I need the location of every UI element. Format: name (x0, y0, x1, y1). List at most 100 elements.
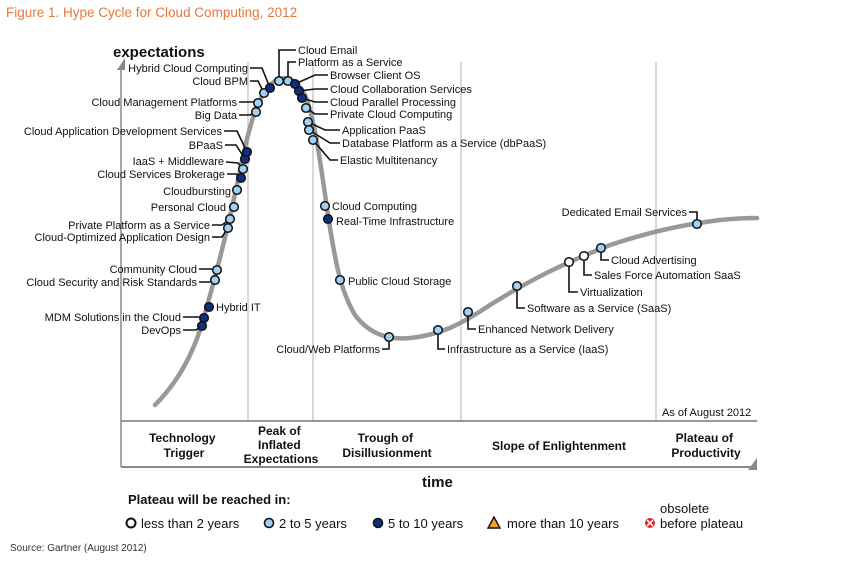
technology-marker-2to5-icon (432, 324, 444, 336)
technology-label: Community Cloud (110, 264, 197, 276)
legend-marker-dark-blue-circle-icon (372, 517, 384, 529)
technology-label: Infrastructure as a Service (IaaS) (447, 344, 608, 356)
technology-item: Cloud-Optimized Application Design (35, 222, 234, 244)
technology-marker-2to5-icon (691, 218, 703, 230)
technology-marker-2to5-icon (462, 306, 474, 318)
technology-label: Private Platform as a Service (68, 220, 210, 232)
technology-label: Big Data (195, 110, 238, 122)
technology-label: Application PaaS (342, 125, 426, 137)
technology-item: Private Cloud Computing (300, 102, 452, 121)
technology-label: Cloud Application Development Services (24, 126, 223, 138)
technology-label: Cloud BPM (192, 76, 248, 88)
source-note: Source: Gartner (August 2012) (10, 543, 147, 554)
phase-label-trough: Trough of Disillusionment (342, 431, 431, 460)
technology-marker-5to10-icon (322, 213, 334, 225)
technology-item: Real-Time Infrastructure (322, 213, 454, 228)
technology-label: DevOps (141, 325, 181, 337)
technology-marker-5to10-icon (235, 172, 247, 184)
leader-line (225, 144, 246, 160)
technology-item: Cloud BPM (192, 76, 270, 99)
legend-title: Plateau will be reached in: (128, 492, 291, 507)
technology-marker-2to5-icon (222, 222, 234, 234)
technology-marker-2to5-icon (228, 201, 240, 213)
technology-label: Sales Force Automation SaaS (594, 270, 741, 282)
technology-item: Hybrid IT (203, 301, 261, 314)
legend: Plateau will be reached in: less than 2 … (125, 492, 743, 531)
legend-label: less than 2 years (141, 516, 240, 531)
technology-item: Cloud Parallel Processing (296, 92, 456, 109)
technology-marker-5to10-icon (241, 146, 253, 158)
technology-item: Sales Force Automation SaaS (578, 250, 741, 282)
technology-label: IaaS + Middleware (133, 156, 224, 168)
technology-label: Real-Time Infrastructure (336, 216, 454, 228)
technology-item: DevOps (141, 320, 208, 337)
technology-marker-2to5-icon (250, 106, 262, 118)
leader-line (516, 286, 525, 309)
legend-label: 2 to 5 years (279, 516, 347, 531)
technology-marker-5to10-icon (203, 301, 215, 313)
leader-line (224, 130, 248, 153)
technology-label: Private Cloud Computing (330, 109, 452, 121)
technology-label: Cloud Parallel Processing (330, 97, 456, 109)
expectations-axis-arrowhead (117, 58, 125, 70)
technology-marker-2to5-icon (511, 280, 523, 292)
technology-item: Cloud Computing (319, 200, 417, 213)
leader-line (298, 88, 328, 92)
leader-line (437, 330, 445, 350)
technology-item: Cloudbursting (163, 184, 243, 198)
technology-label: Cloud Security and Risk Standards (26, 277, 197, 289)
technology-item: Dedicated Email Services (562, 207, 703, 230)
technology-item: Cloud Management Platforms (91, 97, 264, 109)
x-axis-title: time (422, 474, 453, 491)
technology-marker-2to5-icon (383, 331, 395, 343)
as-of-date: As of August 2012 (662, 407, 751, 419)
legend-marker-obsolete-icon (645, 518, 655, 528)
technology-item: Cloud Application Development Services (24, 126, 253, 158)
legend-item-2to5: 2 to 5 years (263, 516, 347, 531)
technology-item: Big Data (195, 106, 262, 122)
technology-item: Database Platform as a Service (dbPaaS) (303, 124, 546, 150)
technology-marker-2to5-icon (211, 264, 223, 276)
technology-label: Enhanced Network Delivery (478, 324, 614, 336)
technology-marker-2to5-icon (231, 184, 243, 196)
phase-label-slope: Slope of Enlightenment (492, 439, 626, 453)
phase-labels: Technology Trigger Peak of Inflated Expe… (149, 424, 741, 466)
legend-label: more than 10 years (507, 516, 620, 531)
technology-label: MDM Solutions in the Cloud (45, 312, 181, 324)
legend-item-lt2: less than 2 years (125, 516, 240, 531)
technology-label: Virtualization (580, 287, 643, 299)
technology-marker-2to5-icon (237, 163, 249, 175)
technology-label: Personal Cloud (151, 202, 226, 214)
technology-item: MDM Solutions in the Cloud (45, 312, 210, 324)
technology-marker-2to5-icon (252, 97, 264, 109)
technology-label: Dedicated Email Services (562, 207, 688, 219)
technology-label: Cloud Management Platforms (91, 97, 237, 109)
technology-item: Cloud Advertising (595, 242, 697, 267)
technology-item: Private Platform as a Service (68, 213, 236, 232)
legend-label: 5 to 10 years (388, 516, 464, 531)
technology-marker-5to10-icon (264, 82, 276, 94)
technology-marker-5to10-icon (196, 320, 208, 332)
technology-item: Cloud Security and Risk Standards (26, 274, 221, 289)
technology-label: Cloud Advertising (611, 255, 697, 267)
technology-item: Cloud Services Brokerage (97, 169, 247, 184)
technology-label: Cloud-Optimized Application Design (35, 232, 210, 244)
technology-item: Software as a Service (SaaS) (511, 280, 671, 315)
leader-line (278, 49, 296, 81)
phase-label-technology-trigger: Technology Trigger (149, 431, 219, 460)
leader-line (568, 262, 578, 293)
legend-label: obsolete before plateau (660, 501, 743, 531)
technology-marker-2to5-icon (273, 75, 285, 87)
leader-line (250, 67, 271, 89)
leader-line (308, 129, 340, 144)
technology-label: Platform as a Service (298, 57, 403, 69)
plot-frame (117, 58, 757, 470)
technology-label: Cloud Services Brokerage (97, 169, 225, 181)
technology-label: Software as a Service (SaaS) (527, 303, 671, 315)
legend-item-5to10: 5 to 10 years (372, 516, 464, 531)
leader-line (467, 312, 476, 330)
y-axis-title: expectations (113, 44, 205, 61)
technology-marker-5to10-icon (198, 312, 210, 324)
